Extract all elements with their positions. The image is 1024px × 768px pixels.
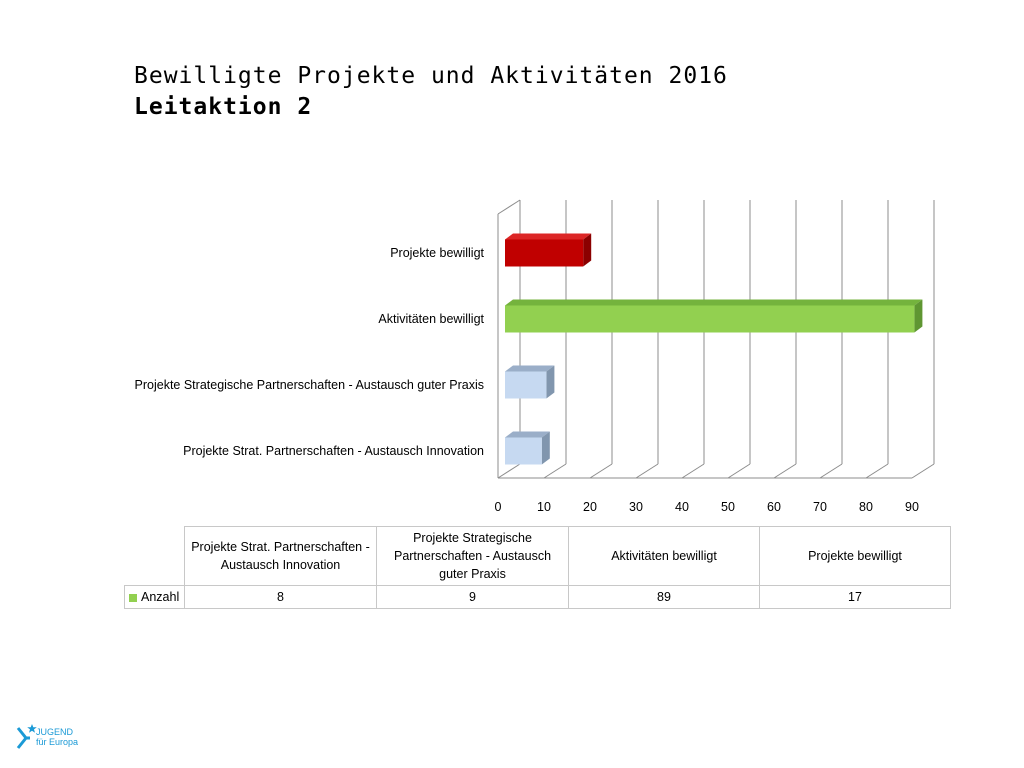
- x-tick-label: 80: [859, 500, 873, 514]
- category-label: Projekte bewilligt: [390, 246, 484, 260]
- bar: [505, 371, 547, 399]
- logo-line-1: JUGEND: [36, 727, 74, 737]
- floor-gridline: [773, 463, 797, 479]
- bar-side: [541, 431, 550, 465]
- table-row: Anzahl 8 9 89 17: [124, 585, 951, 609]
- bar-top: [505, 233, 592, 240]
- bar-top: [505, 431, 550, 438]
- row-label-text: Anzahl: [141, 590, 180, 604]
- jugend-fuer-europa-logo: [16, 724, 37, 749]
- x-tick-label: 90: [905, 500, 919, 514]
- x-tick-label: 70: [813, 500, 827, 514]
- table-corner-cell: [124, 526, 185, 586]
- table-value-cell: 17: [759, 585, 951, 609]
- data-table: Projekte Strat. Partnerschaften - Austau…: [124, 526, 951, 609]
- table-value-cell: 89: [568, 585, 760, 609]
- x-tick-label: 60: [767, 500, 781, 514]
- table-row-label: Anzahl: [124, 585, 185, 609]
- bar: [505, 437, 542, 465]
- bar-top: [505, 299, 923, 306]
- table-header-cell: Projekte Strategische Partnerschaften - …: [376, 526, 569, 586]
- bar-side: [914, 299, 923, 333]
- floor-gridline: [543, 463, 567, 479]
- legend-key-icon: [129, 593, 137, 602]
- bar-chart: Projekte bewilligt Aktivitäten bewilligt P…: [135, 199, 935, 514]
- table-value-cell: 9: [376, 585, 569, 609]
- bar: [505, 239, 584, 267]
- floor-gridline: [681, 463, 705, 479]
- floor-gridline: [497, 463, 521, 479]
- table-header-cell: Aktivitäten bewilligt: [568, 526, 760, 586]
- floor-gridline: [911, 463, 935, 479]
- slide-title: Bewilligte Projekte und Aktivitäten 2016…: [134, 60, 728, 122]
- table-header-cell: Projekte Strat. Partnerschaften - Austau…: [184, 526, 377, 586]
- x-tick-label: 20: [583, 500, 597, 514]
- floor-gridline: [589, 463, 613, 479]
- logo-text: JUGEND für Europa: [36, 727, 78, 747]
- side-wall-top-edge: [497, 199, 521, 215]
- floor-gridline: [819, 463, 843, 479]
- category-label: Projekte Strat. Partnerschaften - Austau…: [183, 444, 484, 458]
- x-tick-label: 30: [629, 500, 643, 514]
- title-line-2: Leitaktion 2: [134, 94, 313, 120]
- title-line-1: Bewilligte Projekte und Aktivitäten 2016: [134, 63, 728, 89]
- x-tick-label: 50: [721, 500, 735, 514]
- floor-gridline: [727, 463, 751, 479]
- x-tick-label: 0: [495, 500, 502, 514]
- bar-side: [583, 233, 592, 267]
- x-tick-label: 10: [537, 500, 551, 514]
- floor-gridline: [635, 463, 659, 479]
- bar-side: [546, 365, 555, 399]
- category-label: Aktivitäten bewilligt: [378, 312, 484, 326]
- logo-star-icon: [27, 724, 37, 733]
- table-header-cell: Projekte bewilligt: [759, 526, 951, 586]
- logo-line-2: für Europa: [36, 737, 79, 747]
- bar-top: [505, 365, 555, 372]
- floor-gridline: [865, 463, 889, 479]
- table-header-row: Projekte Strat. Partnerschaften - Austau…: [124, 526, 951, 586]
- bar: [505, 305, 915, 333]
- table-value-cell: 8: [184, 585, 377, 609]
- x-tick-label: 40: [675, 500, 689, 514]
- category-label: Projekte Strategische Partnerschaften - …: [135, 378, 484, 392]
